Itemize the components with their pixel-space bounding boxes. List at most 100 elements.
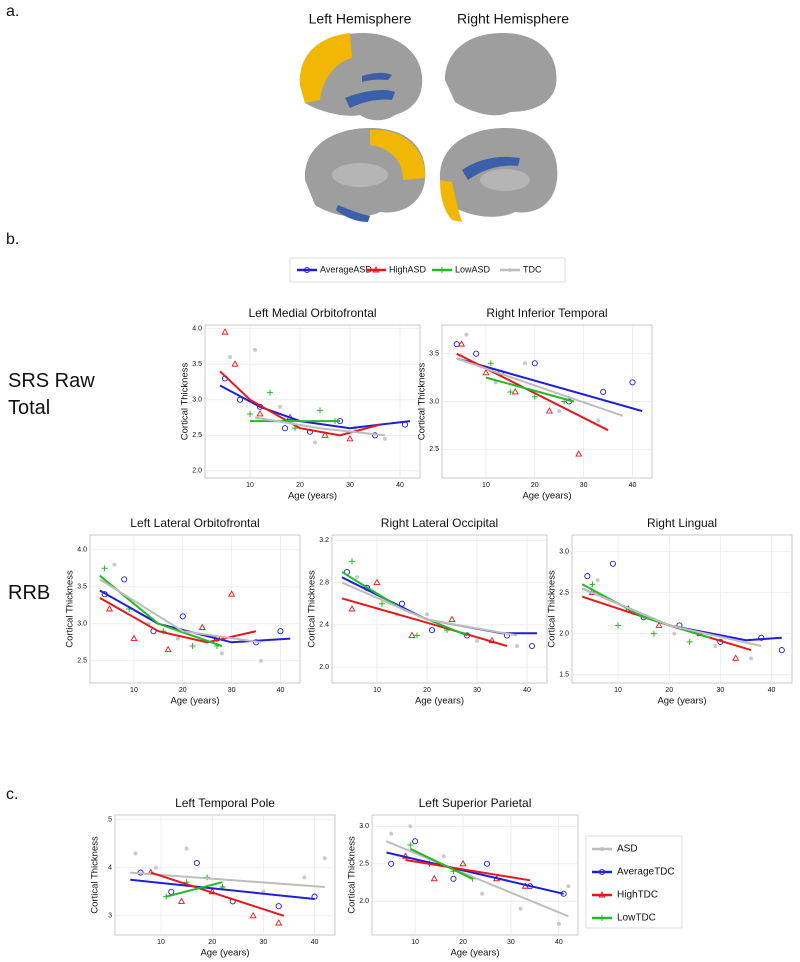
point (439, 267, 445, 273)
x-axis-label: Age (years) (200, 948, 249, 959)
legend-label: HighTDC (617, 890, 658, 901)
point (425, 612, 429, 617)
point (758, 634, 765, 641)
chart: 1.5 2.0 2.5 3.0 10 20 30 40 Right Lingual Age (ye… (547, 516, 793, 707)
point (383, 436, 387, 441)
point (346, 434, 354, 442)
point (596, 418, 601, 423)
point (480, 891, 485, 896)
row-label: SRS Raw Total (8, 370, 95, 419)
y-tick-label: 4.0 (192, 325, 202, 332)
point (228, 355, 232, 360)
point (599, 915, 605, 921)
point (256, 410, 264, 417)
x-tick-label: 20 (459, 939, 467, 946)
x-tick-label: 40 (768, 687, 776, 694)
point (600, 847, 604, 851)
x-axis-label: Age (years) (170, 696, 219, 707)
y-tick-label: 2.0 (319, 664, 329, 671)
point (482, 368, 490, 376)
y-tick-label: 2.5 (192, 432, 202, 439)
point (508, 268, 512, 272)
y-tick-label: 3.0 (192, 397, 202, 404)
x-tick-label: 30 (346, 482, 354, 489)
x-axis-label: Age (years) (288, 491, 337, 502)
x-tick-label: 40 (277, 687, 285, 694)
chart-title: Left Medial Orbitofrontal (248, 306, 376, 320)
legend-label: LowASD (455, 264, 491, 274)
point (302, 875, 307, 880)
x-tick-label: 10 (614, 687, 622, 694)
y-tick-label: 3.5 (429, 351, 439, 358)
point (778, 647, 785, 654)
point (408, 824, 413, 829)
point (219, 651, 224, 656)
y-tick-label: 3.0 (559, 548, 569, 555)
panel-label: a. (6, 3, 19, 20)
y-axis-label: Cortical Thickness (65, 570, 76, 648)
y-tick-label: 2.5 (429, 446, 439, 453)
y-tick-label: 2.0 (559, 631, 569, 638)
x-tick-label: 10 (411, 939, 419, 946)
point (105, 605, 114, 612)
point (133, 851, 138, 856)
x-tick-label: 20 (296, 482, 304, 489)
point (589, 581, 596, 588)
brain-left-medial (304, 128, 426, 222)
point (441, 854, 446, 859)
point (515, 644, 519, 648)
point (407, 842, 414, 848)
plot-area (204, 324, 421, 479)
point (373, 578, 381, 586)
y-tick-label: 3.0 (359, 823, 369, 830)
point (732, 654, 740, 661)
fit-line (341, 597, 508, 647)
legend-box (585, 835, 683, 929)
point (459, 859, 467, 867)
point (598, 868, 606, 876)
y-tick-label: 2.8 (319, 579, 329, 586)
y-tick-label: 3.2 (319, 537, 329, 544)
chart-title: Left Superior Parietal (419, 796, 532, 810)
x-tick-label: 40 (629, 482, 637, 489)
y-axis-label: Cortical Thickness (307, 570, 318, 648)
brain-right-medial (439, 128, 558, 222)
y-tick-label: 2.0 (192, 468, 202, 475)
point (584, 573, 591, 580)
point (629, 379, 636, 386)
point (322, 856, 327, 861)
y-tick-label: 2.4 (319, 622, 329, 629)
x-tick-label: 30 (580, 482, 588, 489)
x-axis-label: Age (years) (657, 696, 706, 707)
point (101, 565, 108, 572)
x-tick-label: 30 (259, 939, 267, 946)
legend-label: AverageTDC (617, 867, 675, 878)
chart-title: Right Lingual (647, 516, 717, 530)
x-tick-label: 30 (228, 687, 236, 694)
x-tick-label: 40 (311, 939, 319, 946)
x-tick-label: 20 (665, 687, 673, 694)
point (566, 884, 571, 889)
point (531, 393, 538, 400)
point (267, 389, 273, 396)
chart: 3 4 5 10 20 30 40 Left Temporal Pole Age (years)… (90, 796, 336, 959)
panel-label: b. (6, 231, 19, 248)
point (453, 341, 460, 348)
x-tick-label: 10 (246, 482, 254, 489)
point (448, 615, 456, 623)
fit-line (405, 859, 531, 882)
point (379, 600, 385, 607)
point (655, 621, 663, 628)
point (412, 838, 419, 845)
point (600, 388, 607, 395)
point (355, 575, 359, 580)
legend-label: LowTDC (617, 913, 656, 924)
y-tick-label: 2.5 (359, 861, 369, 868)
row-label: RRB (8, 582, 51, 604)
fit-line (456, 357, 624, 417)
chart-title: Right Lateral Occipital (381, 516, 498, 530)
point (278, 404, 282, 409)
point (277, 628, 284, 635)
point (258, 658, 263, 663)
y-tick-label: 3.5 (77, 584, 87, 591)
